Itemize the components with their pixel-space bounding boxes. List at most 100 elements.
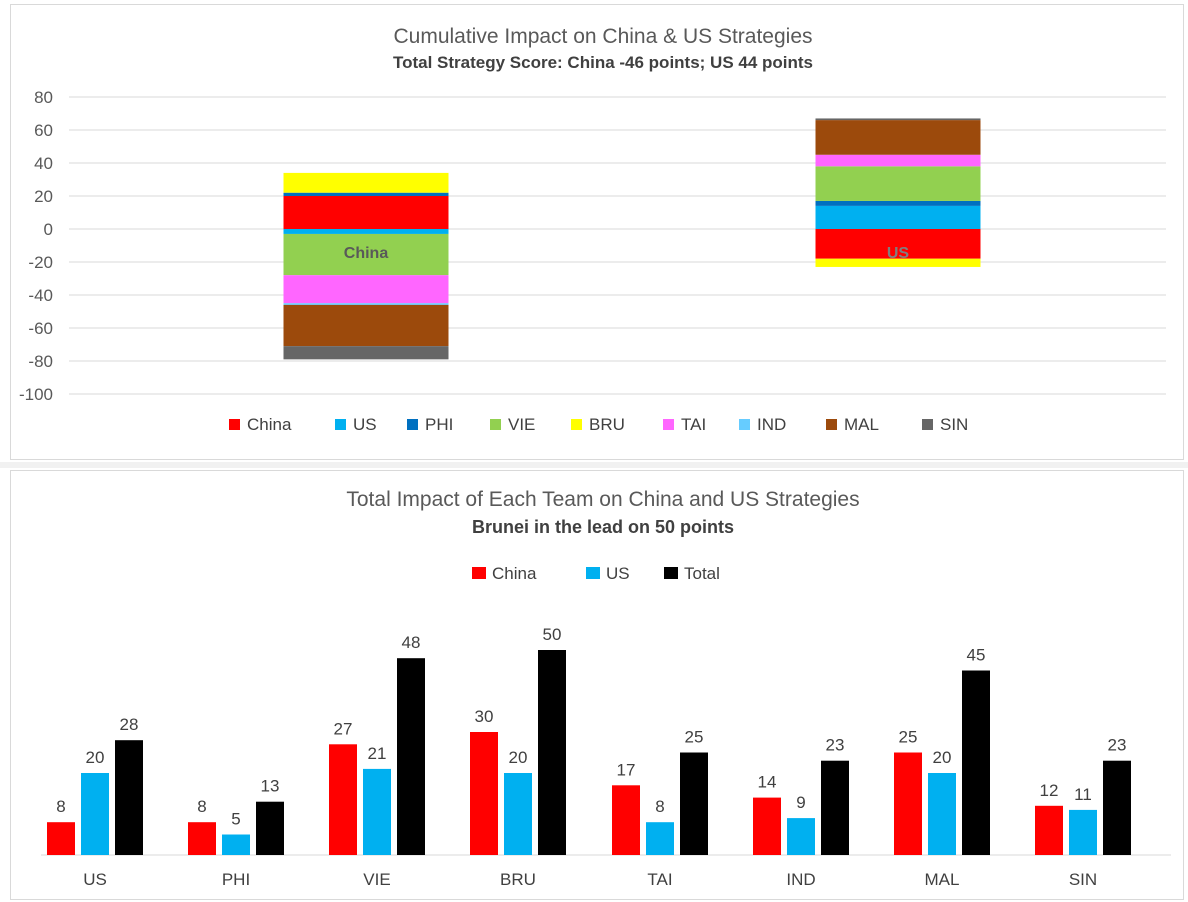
legend-label-bru: BRU bbox=[589, 415, 625, 434]
bar-us-us bbox=[81, 773, 109, 855]
stack-segment-china-china bbox=[283, 196, 449, 229]
data-label-sin-china: 12 bbox=[1040, 781, 1059, 800]
legend-swatch-ind bbox=[739, 419, 750, 430]
chart1-subtitle: Total Strategy Score: China -46 points; … bbox=[393, 53, 813, 72]
data-label-bru-us: 20 bbox=[509, 748, 528, 767]
y-tick-label: 80 bbox=[34, 88, 53, 107]
data-label-tai-china: 17 bbox=[617, 760, 636, 779]
bar-mal-us bbox=[928, 773, 956, 855]
stack-segment-us-vie bbox=[815, 166, 981, 201]
legend-label-china: China bbox=[492, 564, 537, 583]
y-tick-label: -60 bbox=[28, 319, 53, 338]
legend-label-vie: VIE bbox=[508, 415, 535, 434]
stack-segment-china-mal bbox=[283, 304, 449, 347]
y-tick-label: -20 bbox=[28, 253, 53, 272]
cumulative-impact-chart-panel: Cumulative Impact on China & US Strategi… bbox=[10, 4, 1184, 460]
bar-bru-total bbox=[538, 650, 566, 855]
data-label-vie-total: 48 bbox=[402, 633, 421, 652]
stack-segment-china-us bbox=[283, 229, 449, 234]
stack-segment-us-phi bbox=[815, 200, 981, 206]
legend-swatch-china bbox=[229, 419, 240, 430]
x-tick-label-bru: BRU bbox=[500, 870, 536, 889]
stack-segment-china-phi bbox=[283, 192, 449, 196]
legend-swatch-mal bbox=[826, 419, 837, 430]
data-label-bru-china: 30 bbox=[475, 707, 494, 726]
data-label-phi-us: 5 bbox=[231, 810, 240, 829]
data-label-vie-us: 21 bbox=[368, 744, 387, 763]
y-tick-label: 0 bbox=[44, 220, 53, 239]
data-label-us-total: 28 bbox=[120, 715, 139, 734]
legend-label-tai: TAI bbox=[681, 415, 706, 434]
chart2-title: Total Impact of Each Team on China and U… bbox=[346, 488, 859, 511]
y-tick-label: -40 bbox=[28, 286, 53, 305]
bar-ind-total bbox=[821, 760, 849, 855]
bar-bru-us bbox=[504, 773, 532, 855]
chart1-title: Cumulative Impact on China & US Strategi… bbox=[393, 25, 812, 48]
legend-swatch-vie bbox=[490, 419, 501, 430]
data-label-sin-total: 23 bbox=[1108, 736, 1127, 755]
legend-label-china: China bbox=[247, 415, 292, 434]
bar-ind-china bbox=[753, 797, 781, 855]
data-label-phi-china: 8 bbox=[197, 797, 206, 816]
legend-label-sin: SIN bbox=[940, 415, 968, 434]
bar-phi-us bbox=[222, 834, 250, 855]
x-tick-label-phi: PHI bbox=[222, 870, 250, 889]
legend-swatch-sin bbox=[922, 419, 933, 430]
x-tick-label-mal: MAL bbox=[925, 870, 960, 889]
legend-swatch-bru bbox=[571, 419, 582, 430]
stack-segment-us-tai bbox=[815, 154, 981, 167]
x-tick-label-ind: IND bbox=[786, 870, 815, 889]
bar-us-china bbox=[47, 822, 75, 855]
stack-segment-us-mal bbox=[815, 120, 981, 155]
y-tick-label: 40 bbox=[34, 154, 53, 173]
stack-segment-china-vie bbox=[283, 233, 449, 276]
data-label-mal-total: 45 bbox=[967, 646, 986, 665]
x-tick-label-tai: TAI bbox=[647, 870, 672, 889]
data-label-sin-us: 11 bbox=[1074, 785, 1092, 804]
bar-phi-total bbox=[256, 801, 284, 855]
x-tick-label-vie: VIE bbox=[363, 870, 390, 889]
legend-swatch-total bbox=[664, 567, 678, 579]
bar-label-china: China bbox=[344, 245, 389, 262]
data-label-tai-us: 8 bbox=[655, 797, 664, 816]
data-label-mal-china: 25 bbox=[899, 728, 918, 747]
bar-bru-china bbox=[470, 732, 498, 855]
bar-tai-total bbox=[680, 752, 708, 855]
bar-vie-china bbox=[329, 744, 357, 855]
y-tick-label: 60 bbox=[34, 121, 53, 140]
legend-label-phi: PHI bbox=[425, 415, 453, 434]
data-label-bru-total: 50 bbox=[543, 625, 562, 644]
stack-segment-us-sin bbox=[815, 118, 981, 121]
chart2-subtitle: Brunei in the lead on 50 points bbox=[472, 517, 734, 537]
legend-label-us: US bbox=[606, 564, 630, 583]
data-label-us-us: 20 bbox=[86, 748, 105, 767]
cumulative-impact-chart: Cumulative Impact on China & US Strategi… bbox=[19, 25, 1166, 434]
data-label-us-china: 8 bbox=[56, 797, 65, 816]
legend-swatch-phi bbox=[407, 419, 418, 430]
y-tick-label: -100 bbox=[19, 385, 53, 404]
legend-label-mal: MAL bbox=[844, 415, 879, 434]
legend-swatch-tai bbox=[663, 419, 674, 430]
data-label-ind-china: 14 bbox=[758, 773, 777, 792]
stack-segment-china-sin bbox=[283, 346, 449, 360]
legend-swatch-china bbox=[472, 567, 486, 579]
bar-sin-us bbox=[1069, 809, 1097, 855]
data-label-ind-us: 9 bbox=[796, 793, 805, 812]
stack-segment-us-bru bbox=[815, 258, 981, 267]
stack-segment-china-bru bbox=[283, 172, 449, 193]
bar-tai-us bbox=[646, 822, 674, 855]
x-tick-label-us: US bbox=[83, 870, 107, 889]
bar-sin-china bbox=[1035, 805, 1063, 855]
bar-label-us: US bbox=[887, 245, 910, 262]
y-tick-label: -80 bbox=[28, 352, 53, 371]
data-label-vie-china: 27 bbox=[334, 719, 353, 738]
bar-mal-china bbox=[894, 752, 922, 855]
bar-phi-china bbox=[188, 822, 216, 855]
bar-tai-china bbox=[612, 785, 640, 855]
team-impact-chart-panel: Total Impact of Each Team on China and U… bbox=[10, 470, 1184, 900]
bar-sin-total bbox=[1103, 760, 1131, 855]
bar-vie-total bbox=[397, 658, 425, 855]
legend-label-total: Total bbox=[684, 564, 720, 583]
legend-swatch-us bbox=[335, 419, 346, 430]
data-label-tai-total: 25 bbox=[685, 728, 704, 747]
